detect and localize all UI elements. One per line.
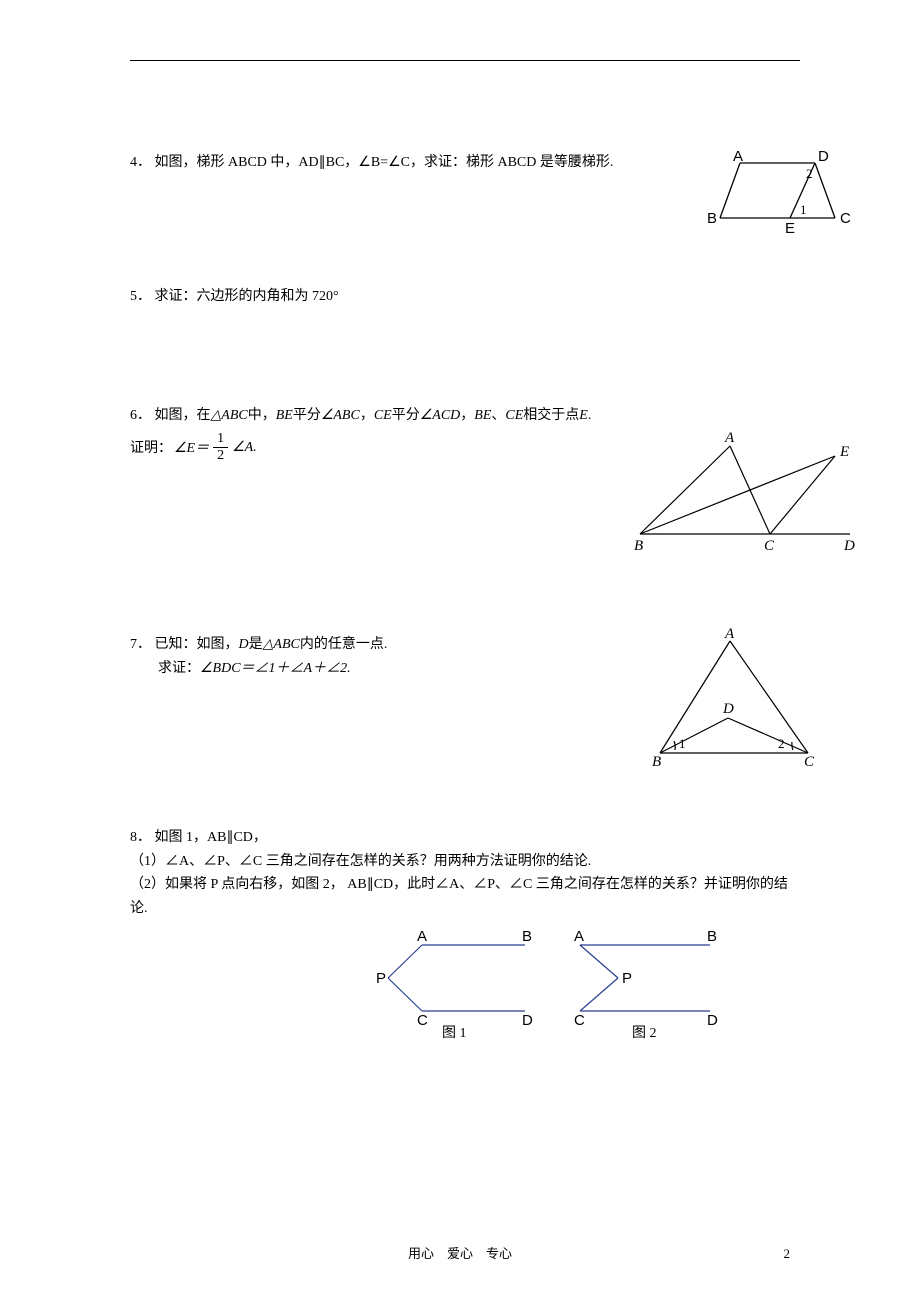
problem-4: 4． 如图，梯形 ABCD 中，AD∥BC，∠B=∠C，求证：梯形 ABCD 是… xyxy=(130,151,800,175)
lbl7-C: C xyxy=(804,754,815,770)
p4-text: 如图，梯形 ABCD 中，AD∥BC，∠B=∠C，求证：梯形 ABCD 是等腰梯… xyxy=(155,155,614,170)
lbl6-B: B xyxy=(634,538,643,554)
problem-5: 5． 求证：六边形的内角和为 720° xyxy=(130,285,800,309)
p6-m2: 平分 xyxy=(293,408,321,423)
lbl-ang1: 1 xyxy=(800,202,807,217)
lbl7-1: 1 xyxy=(679,736,686,751)
p6-rhs: ∠A. xyxy=(232,439,257,456)
p6-number: 6． xyxy=(130,408,151,423)
p6-c2: ， xyxy=(460,408,474,423)
lbl6-A: A xyxy=(724,430,735,446)
p6-m4: 相交于点 xyxy=(523,408,579,423)
lbl6-D: D xyxy=(843,538,855,554)
page-number: 2 xyxy=(784,1246,791,1262)
p8-q1: （1）∠A、∠P、∠C 三角之间存在怎样的关系？用两种方法证明你的结论. xyxy=(130,850,800,874)
f1-C: C xyxy=(417,1012,428,1029)
p7-tri: △ABC xyxy=(263,637,300,652)
figure-8-1: A B C D P 图 1 xyxy=(380,933,540,1043)
p7-ktail: 内的任意一点. xyxy=(300,637,388,652)
problem-8: 8． 如图 1，AB∥CD， （1）∠A、∠P、∠C 三角之间存在怎样的关系？用… xyxy=(130,826,800,1043)
p7-kmid: 是 xyxy=(249,637,263,652)
lbl-B: B xyxy=(707,210,717,227)
figure-inner-point: A B C D 1 2 xyxy=(650,633,820,773)
footer-motto: 用心 爱心 专心 xyxy=(0,1243,920,1262)
p6-be: BE xyxy=(276,408,293,423)
f2-P: P xyxy=(622,970,632,987)
lbl6-E: E xyxy=(839,444,849,460)
p6-period: . xyxy=(588,408,592,423)
p6-m3: 平分 xyxy=(392,408,420,423)
figure-8-2: A B C D P 图 2 xyxy=(570,933,730,1043)
f1-D: D xyxy=(522,1012,533,1029)
frac-den: 2 xyxy=(213,448,228,463)
lbl7-2: 2 xyxy=(778,736,785,751)
lbl-E: E xyxy=(785,220,795,237)
figure-trapezoid: A D B C E 1 2 xyxy=(705,151,860,241)
p6-ce: CE xyxy=(374,408,392,423)
lbl-A: A xyxy=(733,148,743,165)
p4-number: 4． xyxy=(130,155,151,170)
f1-P: P xyxy=(376,970,386,987)
problem-7: 7． 已知：如图，D是△ABC内的任意一点. 求证：∠BDC＝∠1＋∠A＋∠2.… xyxy=(130,633,800,796)
p8-number: 8． xyxy=(130,830,151,845)
p6-sep: 、 xyxy=(491,408,505,423)
top-rule xyxy=(130,60,800,61)
f2-B: B xyxy=(707,928,717,945)
p6-proof: 证明： xyxy=(130,437,172,457)
problem-6: 6． 如图，在△ABC中，BE平分∠ABC，CE平分∠ACD，BE、CE相交于点… xyxy=(130,404,800,574)
p6-lhs: ∠E＝ xyxy=(174,437,209,457)
f1-A: A xyxy=(417,928,427,945)
p6-m1: 中， xyxy=(248,408,276,423)
f2-C: C xyxy=(574,1012,585,1029)
p7-number: 7． xyxy=(130,637,151,652)
p7-prove: 求证： xyxy=(158,661,200,676)
lbl-D: D xyxy=(818,148,829,165)
p6-ce2: CE xyxy=(505,408,523,423)
p6-be2: BE xyxy=(474,408,491,423)
lbl7-A: A xyxy=(724,626,735,642)
p6-pre: 如图，在 xyxy=(155,408,211,423)
p5-number: 5． xyxy=(130,289,151,304)
p6-tri: △ABC xyxy=(211,408,248,423)
p6-abc: ∠ABC xyxy=(321,408,360,423)
p5-text: 求证：六边形的内角和为 720° xyxy=(155,289,339,304)
cap-fig2: 图 2 xyxy=(632,1026,657,1041)
lbl7-D: D xyxy=(722,701,734,717)
cap-fig1: 图 1 xyxy=(442,1026,467,1041)
p7-known: 已知：如图， xyxy=(155,637,239,652)
p6-acd: ∠ACD xyxy=(420,408,461,423)
p7-expr: ∠BDC＝∠1＋∠A＋∠2. xyxy=(200,661,351,676)
figure-bisectors: A B C D E xyxy=(630,434,860,559)
lbl-C: C xyxy=(840,210,851,227)
lbl6-C: C xyxy=(764,538,775,554)
p8-l1: 如图 1，AB∥CD， xyxy=(155,830,267,845)
f1-B: B xyxy=(522,928,532,945)
p8-q2: （2）如果将 P 点向右移，如图 2， AB∥CD，此时∠A、∠P、∠C 三角之… xyxy=(130,873,800,921)
p6-c1: ， xyxy=(360,408,374,423)
lbl7-B: B xyxy=(652,754,661,770)
p6-E: E xyxy=(579,408,588,423)
f2-A: A xyxy=(574,928,584,945)
lbl-ang2: 2 xyxy=(806,166,813,181)
frac-num: 1 xyxy=(213,431,228,447)
p7-D: D xyxy=(239,637,249,652)
half-fraction: 1 2 xyxy=(213,431,228,463)
figures-row: A B C D P 图 1 A B xyxy=(310,933,800,1043)
f2-D: D xyxy=(707,1012,718,1029)
